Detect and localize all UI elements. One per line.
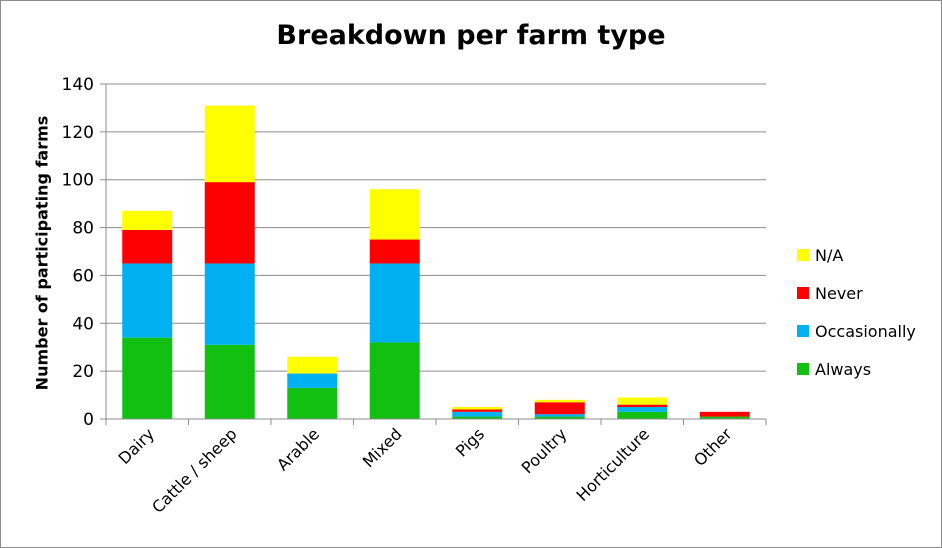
bar-occasionally-horticulture (617, 407, 668, 412)
bar-occasionally-poultry (534, 414, 585, 417)
bar-occasionally-pigs (452, 411, 503, 417)
legend-label: N/A (815, 245, 844, 265)
bar-always-horticulture (617, 411, 668, 419)
bar-occasionally-arable (287, 373, 338, 388)
bar-never-pigs (452, 409, 503, 412)
bar-always-pigs (452, 416, 503, 419)
legend-item: Occasionally (797, 312, 916, 350)
y-tick-label: 100 (62, 171, 94, 191)
bar-n-a-cattle-sheep (204, 105, 255, 183)
x-tick-label: Dairy (115, 424, 159, 468)
y-tick-label: 40 (72, 314, 94, 334)
legend: N/A Never Occasionally Always (797, 236, 916, 388)
y-tick-label: 0 (83, 410, 94, 430)
bars (122, 105, 750, 419)
chart-title: Breakdown per farm type (276, 20, 666, 51)
bar-never-other (699, 411, 750, 417)
y-tick-label: 140 (62, 75, 94, 95)
x-tick-label: Arable (273, 424, 323, 474)
bar-occasionally-dairy (122, 263, 173, 338)
bar-n-a-poultry (534, 399, 585, 403)
x-tick-label: Cattle / sheep (148, 424, 240, 516)
bar-always-other (699, 416, 750, 419)
bar-occasionally-mixed (369, 263, 420, 343)
bar-always-poultry (534, 416, 585, 419)
legend-item: N/A (797, 236, 916, 274)
y-tick-label: 120 (62, 123, 94, 143)
legend-label: Never (815, 283, 863, 303)
x-tick-label: Poultry (518, 424, 571, 477)
y-tick-labels: 0 20 40 60 80 100 120 140 (62, 75, 94, 430)
x-tick-label: Other (690, 424, 736, 470)
y-tick-label: 60 (72, 266, 94, 286)
axes (100, 83, 767, 425)
x-tick-label: Mixed (359, 424, 406, 471)
x-tick-label: Horticulture (572, 424, 653, 505)
bar-n-a-arable (287, 356, 338, 374)
bar-never-horticulture (617, 404, 668, 408)
legend-swatch (797, 287, 809, 299)
bar-never-poultry (534, 402, 585, 415)
bar-n-a-pigs (452, 407, 503, 410)
legend-item: Always (797, 350, 916, 388)
x-tick-label: Pigs (452, 424, 488, 460)
y-tick-label: 80 (72, 219, 94, 239)
bar-always-cattle-sheep (204, 344, 255, 419)
bar-always-arable (287, 387, 338, 419)
bar-n-a-dairy (122, 210, 173, 230)
bar-n-a-mixed (369, 189, 420, 240)
bar-always-dairy (122, 337, 173, 419)
legend-swatch (797, 363, 809, 375)
bar-never-mixed (369, 239, 420, 264)
legend-label: Always (815, 359, 872, 379)
legend-label: Occasionally (815, 321, 916, 341)
bar-never-dairy (122, 229, 173, 264)
y-tick-label: 20 (72, 362, 94, 382)
legend-swatch (797, 249, 809, 261)
bar-occasionally-cattle-sheep (204, 263, 255, 345)
bar-always-mixed (369, 342, 420, 419)
legend-swatch (797, 325, 809, 337)
bar-n-a-horticulture (617, 397, 668, 405)
legend-item: Never (797, 274, 916, 312)
bar-never-cattle-sheep (204, 182, 255, 264)
